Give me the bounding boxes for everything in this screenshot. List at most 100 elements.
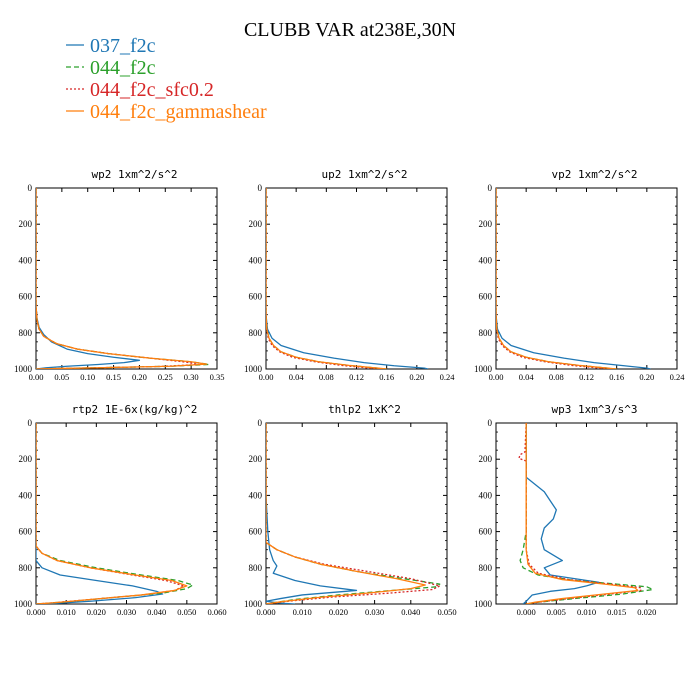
y-tick-label: 400: [249, 490, 263, 500]
series-line: [36, 423, 188, 604]
x-tick-label: 0.050: [437, 607, 456, 617]
y-tick-label: 800: [479, 563, 493, 573]
y-tick-label: 1000: [14, 364, 33, 374]
x-tick-label: 0.040: [401, 607, 420, 617]
panel-title: up2 1xm^2/s^2: [321, 168, 407, 181]
x-tick-label: 0.050: [177, 607, 196, 617]
x-tick-label: 0.35: [210, 372, 225, 382]
x-tick-label: 0.25: [158, 372, 173, 382]
x-tick-label: 0.15: [106, 372, 121, 382]
legend-item: 044_f2c_sfc0.2: [66, 79, 214, 101]
legend-item: 044_f2c: [66, 57, 156, 79]
y-tick-label: 0: [488, 418, 493, 428]
x-tick-label: 0.20: [132, 372, 147, 382]
y-tick-label: 1000: [244, 599, 263, 609]
x-tick-label: 0.12: [579, 372, 594, 382]
series-line: [266, 423, 358, 604]
y-tick-label: 400: [19, 255, 33, 265]
y-tick-label: 1000: [474, 364, 493, 374]
y-tick-label: 600: [19, 292, 33, 302]
y-tick-label: 0: [258, 418, 263, 428]
series-line: [36, 423, 164, 604]
legend-label: 044_f2c_gammashear: [90, 101, 267, 123]
x-tick-label: 0.015: [607, 607, 626, 617]
series-line: [36, 188, 208, 369]
panel: wp3 1xm^3/s^3 0 200 400 600 800 1000 0.000 0.005…: [474, 403, 678, 617]
y-tick-label: 800: [249, 328, 263, 338]
x-tick-label: 0.020: [87, 607, 106, 617]
legend-label: 044_f2c_sfc0.2: [90, 79, 214, 101]
y-tick-label: 200: [19, 454, 33, 464]
x-tick-label: 0.08: [549, 372, 564, 382]
x-tick-label: 0.010: [57, 607, 76, 617]
y-tick-label: 800: [249, 563, 263, 573]
y-tick-label: 400: [479, 255, 493, 265]
y-tick-label: 200: [479, 454, 493, 464]
y-tick-label: 400: [19, 490, 33, 500]
series-line: [496, 188, 617, 369]
y-tick-label: 1000: [14, 599, 33, 609]
x-tick-label: 0.04: [519, 372, 535, 382]
y-tick-label: 1000: [474, 599, 493, 609]
x-tick-label: 0.000: [256, 607, 275, 617]
y-tick-label: 200: [249, 454, 263, 464]
x-tick-label: 0.010: [293, 607, 312, 617]
y-tick-label: 600: [479, 292, 493, 302]
x-tick-label: 0.24: [440, 372, 456, 382]
x-tick-label: 0.08: [319, 372, 334, 382]
y-tick-label: 600: [19, 527, 33, 537]
y-tick-label: 200: [479, 219, 493, 229]
y-tick-label: 200: [249, 219, 263, 229]
series-line: [266, 188, 429, 369]
x-tick-label: 0.20: [639, 372, 654, 382]
y-tick-label: 600: [249, 292, 263, 302]
y-tick-label: 0: [488, 183, 493, 193]
x-tick-label: 0.005: [547, 607, 566, 617]
x-tick-label: 0.20: [409, 372, 424, 382]
series-line: [522, 423, 600, 604]
y-tick-label: 0: [258, 183, 263, 193]
y-tick-label: 1000: [244, 364, 263, 374]
y-tick-label: 800: [19, 328, 33, 338]
x-tick-label: 0.00: [489, 372, 504, 382]
y-tick-label: 600: [249, 527, 263, 537]
legend-item: 044_f2c_gammashear: [66, 101, 267, 123]
x-tick-label: 0.12: [349, 372, 364, 382]
y-tick-label: 400: [249, 255, 263, 265]
legend-label: 044_f2c: [90, 57, 156, 79]
y-tick-label: 200: [19, 219, 33, 229]
x-tick-label: 0.00: [29, 372, 44, 382]
panel-title: wp3 1xm^3/s^3: [551, 403, 637, 416]
y-tick-label: 0: [28, 183, 33, 193]
x-tick-label: 0.000: [517, 607, 536, 617]
x-tick-label: 0.020: [329, 607, 348, 617]
figure-title: CLUBB VAR at238E,30N: [244, 19, 456, 41]
series-line: [496, 188, 651, 369]
x-tick-label: 0.30: [184, 372, 199, 382]
x-tick-label: 0.040: [147, 607, 166, 617]
panel: rtp2 1E-6x(kg/kg)^2 0 200 400 600 800 10000.00…: [14, 403, 227, 617]
x-tick-label: 0.060: [207, 607, 226, 617]
x-tick-label: 0.16: [609, 372, 624, 382]
y-tick-label: 800: [479, 328, 493, 338]
panel-title: thlp2 1xK^2: [328, 403, 401, 416]
x-tick-label: 0.24: [670, 372, 686, 382]
legend-label: 037_f2c: [90, 35, 156, 57]
y-tick-label: 600: [479, 527, 493, 537]
x-tick-label: 0.16: [379, 372, 394, 382]
panel-title: vp2 1xm^2/s^2: [551, 168, 637, 181]
panel-title: rtp2 1E-6x(kg/kg)^2: [72, 403, 198, 416]
legend-item: 037_f2c: [66, 35, 156, 57]
panel-title: wp2 1xm^2/s^2: [91, 168, 177, 181]
series-line: [525, 423, 639, 604]
x-tick-label: 0.030: [365, 607, 384, 617]
x-tick-label: 0.000: [26, 607, 45, 617]
y-tick-label: 400: [479, 490, 493, 500]
series-line: [266, 423, 426, 604]
